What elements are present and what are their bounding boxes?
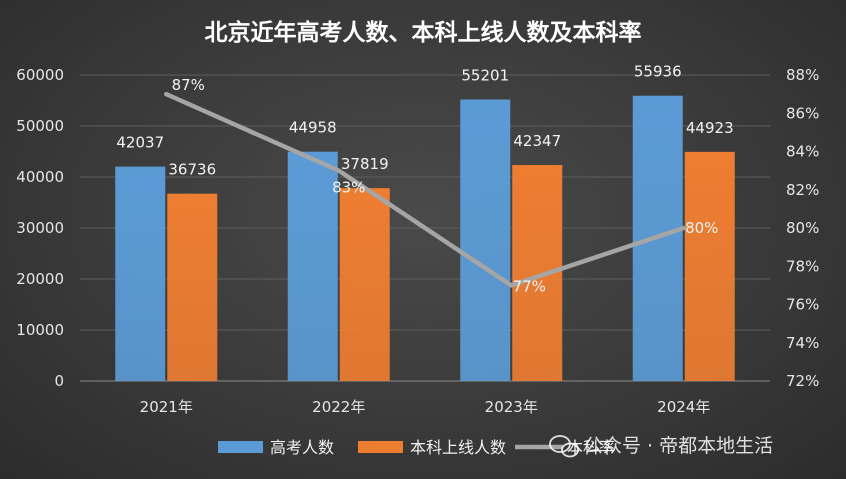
y2-tick-label: 74% <box>786 334 819 352</box>
bar-data-label: 37819 <box>341 155 389 173</box>
y-axis-left: 0 10000 20000 30000 40000 50000 60000 <box>16 66 64 390</box>
chart-title: 北京近年高考人数、本科上线人数及本科率 <box>205 19 642 46</box>
bar-data-label: 44923 <box>686 119 734 137</box>
bar-gaokao-count <box>115 166 166 381</box>
bar-data-label: 36736 <box>168 161 216 179</box>
legend-label: 本科率 <box>567 438 615 457</box>
x-tick-label: 2023年 <box>485 398 538 416</box>
x-tick-label: 2024年 <box>657 398 710 416</box>
y-tick-label: 40000 <box>16 168 64 186</box>
y2-tick-label: 80% <box>786 219 819 237</box>
rate-point <box>681 226 686 230</box>
legend-swatch <box>358 441 403 453</box>
x-tick-label: 2022年 <box>312 398 365 416</box>
bar-gaokao-count <box>460 99 511 381</box>
bar-benke-count <box>167 193 218 381</box>
rate-line <box>164 91 686 288</box>
legend-label: 本科上线人数 <box>410 438 506 457</box>
y2-tick-label: 78% <box>786 257 819 275</box>
y-tick-label: 0 <box>54 372 64 390</box>
y-tick-label: 20000 <box>16 270 64 288</box>
bar-data-label: 55201 <box>461 66 509 84</box>
bar-data-label: 55936 <box>634 63 682 81</box>
legend-label: 高考人数 <box>270 438 334 457</box>
x-axis: 2021年 2022年 2023年 2024年 <box>140 398 711 416</box>
rate-data-label: 83% <box>332 179 365 197</box>
rate-point <box>336 168 341 173</box>
y-tick-label: 10000 <box>16 321 64 339</box>
rate-data-label: 80% <box>685 219 718 237</box>
y-tick-label: 50000 <box>16 117 64 135</box>
y2-tick-label: 88% <box>786 66 819 84</box>
rate-point <box>509 283 514 288</box>
y-tick-label: 30000 <box>16 219 64 237</box>
bar-benke-count <box>339 188 390 381</box>
legend-swatch <box>218 441 263 453</box>
bar-gaokao-count <box>287 151 338 381</box>
y2-tick-label: 72% <box>786 372 819 390</box>
wechat-icon <box>549 435 579 458</box>
rate-point <box>164 92 169 97</box>
y-axis-right: 72% 74% 76% 78% 80% 82% 84% 86% 88% <box>786 66 819 390</box>
rate-data-label: 77% <box>513 277 546 295</box>
watermark: 公众号 · 帝都本地生活 <box>549 435 773 458</box>
bars <box>115 95 735 381</box>
watermark-text: 公众号 · 帝都本地生活 <box>584 435 773 457</box>
y2-tick-label: 82% <box>786 181 819 199</box>
bar-data-label: 42037 <box>116 134 164 152</box>
x-tick-label: 2021年 <box>140 398 193 416</box>
y2-tick-label: 86% <box>786 104 819 122</box>
bar-benke-count <box>684 151 735 381</box>
rate-data-label: 87% <box>172 76 205 94</box>
y2-tick-label: 76% <box>786 296 819 314</box>
rate-line-path <box>164 91 686 288</box>
bar-data-label: 44958 <box>289 119 337 137</box>
y-tick-label: 60000 <box>16 66 64 84</box>
y2-tick-label: 84% <box>786 143 819 161</box>
bar-data-label: 42347 <box>513 132 561 150</box>
legend: 高考人数 本科上线人数 本科率 <box>218 438 615 457</box>
data-labels: 42037 44958 55201 55936 36736 37819 42347 44923… <box>116 63 733 296</box>
